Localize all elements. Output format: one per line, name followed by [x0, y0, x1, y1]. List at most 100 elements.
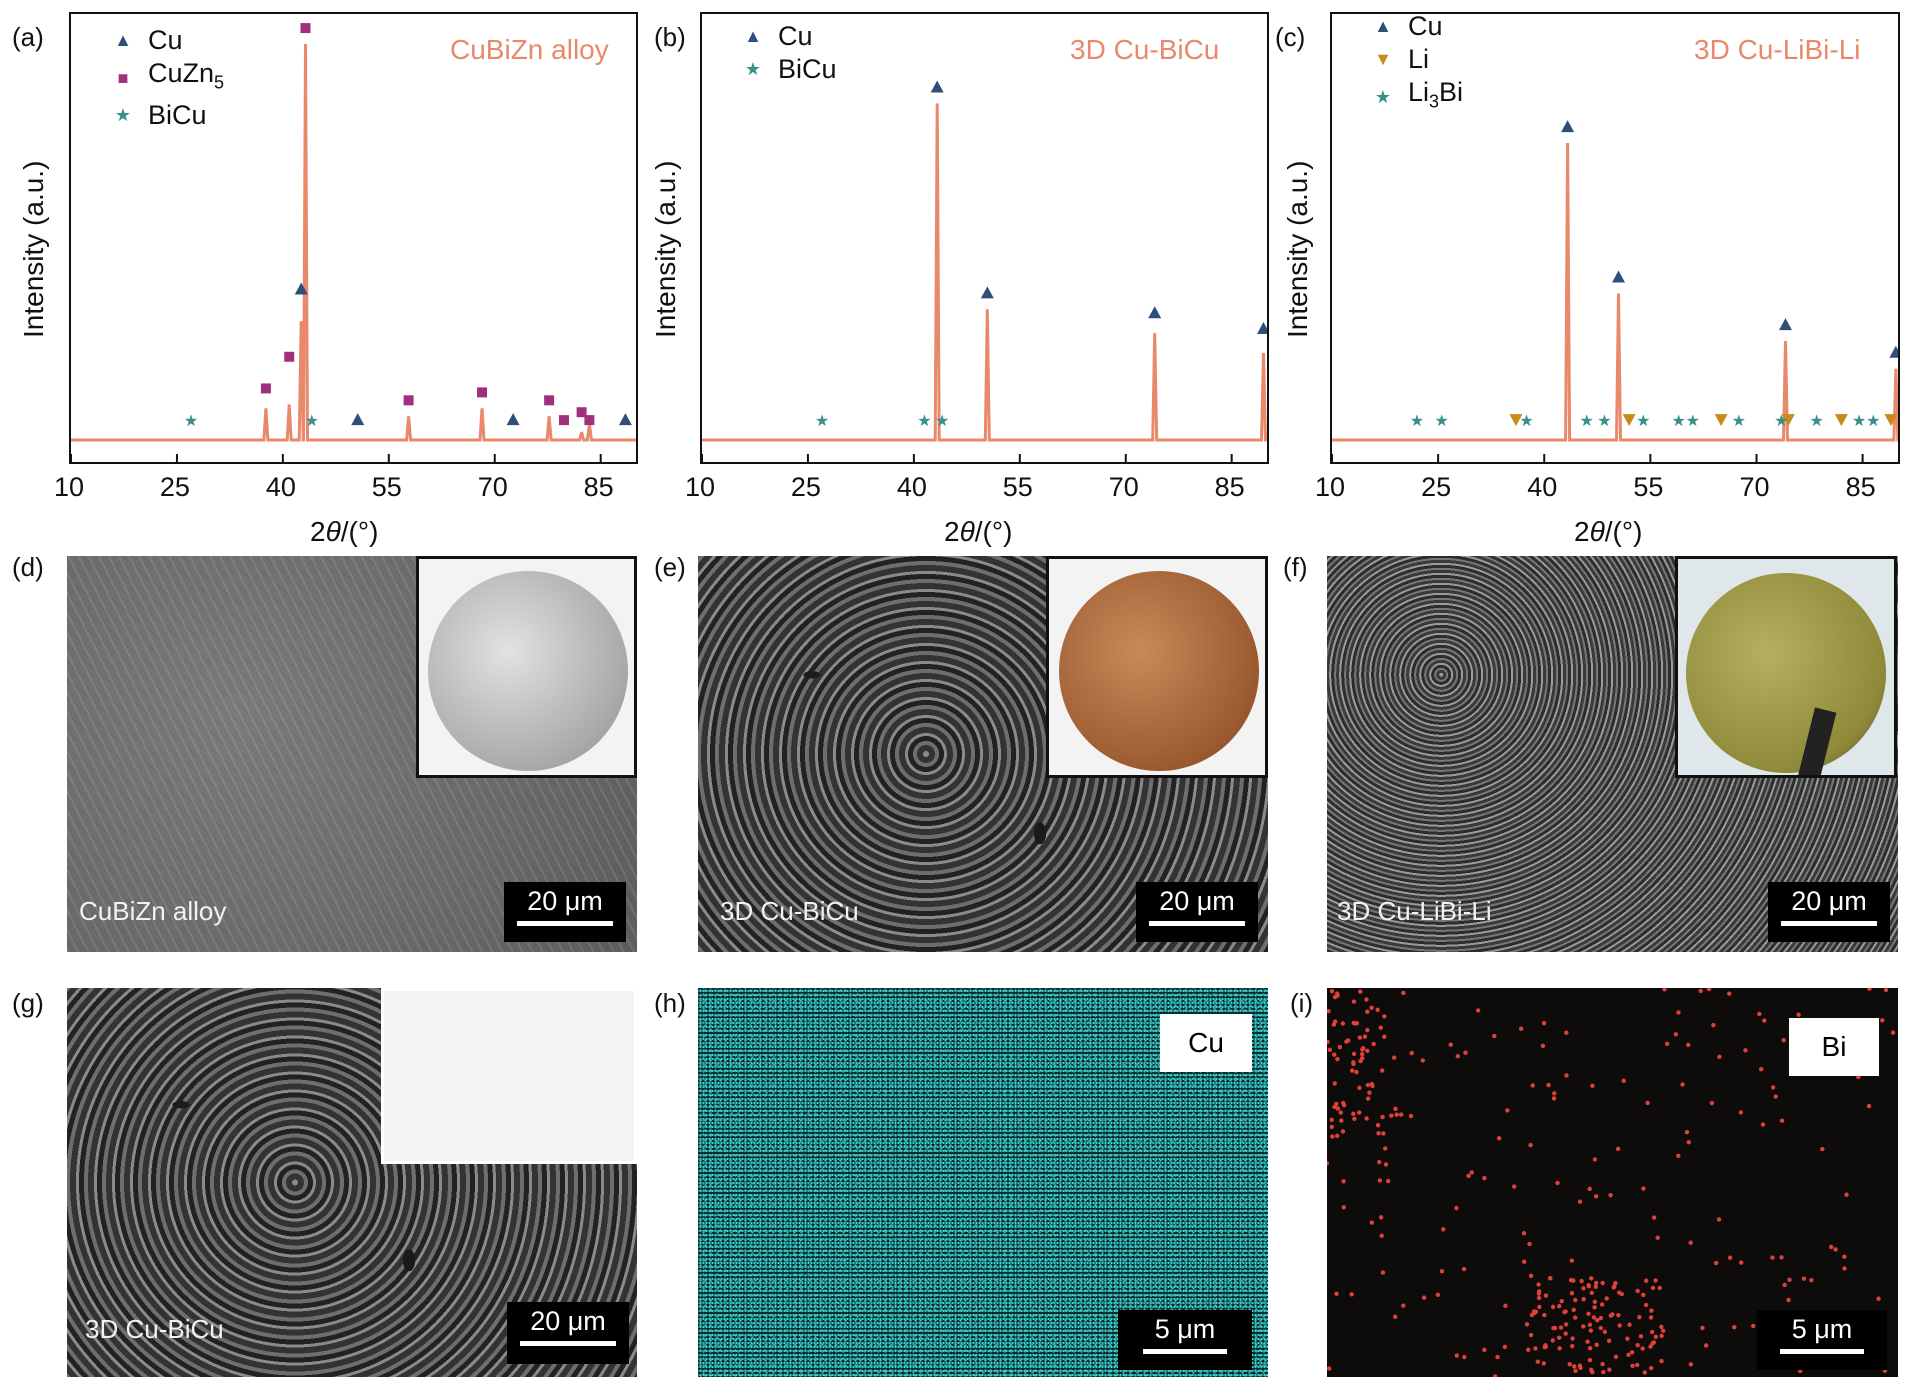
bi-signal-dot [1649, 1329, 1655, 1335]
bi-signal-dot [1648, 1365, 1654, 1371]
bi-signal-dot [1563, 1331, 1568, 1336]
x-tick-label: 55 [1633, 472, 1664, 502]
bi-signal-dot [1590, 1083, 1595, 1088]
bi-signal-dot [1786, 1297, 1791, 1303]
phase-marker-bicu: ★ [935, 413, 949, 430]
bi-signal-dot [1648, 1344, 1653, 1349]
legend-label-main: CuZn [148, 58, 215, 88]
bi-signal-dot [1349, 1068, 1355, 1073]
bi-signal-dot [1602, 1329, 1608, 1335]
x-tick-label: 10 [684, 472, 716, 502]
phase-marker-cuzn5 [260, 383, 271, 394]
bi-signal-dot [1376, 1131, 1381, 1136]
caption-d: CuBiZn alloy [79, 896, 227, 926]
bi-signal-dot [1512, 1184, 1517, 1189]
bi-signal-dot [1610, 1312, 1615, 1317]
x-tick-label: 55 [1002, 472, 1033, 502]
bi-signal-dot [1713, 1260, 1719, 1266]
bi-signal-dot [1581, 1286, 1586, 1291]
bi-signal-dot [1751, 1323, 1756, 1329]
x-tick-label: 40 [896, 472, 927, 502]
bi-signal-dot [1455, 1054, 1460, 1059]
bi-signal-dot [1352, 1116, 1357, 1122]
xrd-svg: ★ ★ ★ ★ ★ ★ ★ ★ ★ ★ ★ ★ ★ [1332, 120, 1898, 462]
bi-signal-dot [1327, 1047, 1333, 1053]
bi-signal-dot [1643, 1278, 1649, 1283]
bi-signal-dot [1334, 991, 1340, 996]
bi-signal-dot [1365, 1009, 1370, 1014]
bi-signal-dot [1711, 1022, 1716, 1028]
bi-signal-dot [1649, 1308, 1654, 1313]
bi-signal-dot [1364, 997, 1369, 1002]
bi-signal-dot [1341, 1179, 1346, 1184]
bi-signal-dot [1563, 1322, 1569, 1327]
caption-e: 3D Cu-BiCu [720, 896, 859, 926]
bi-signal-dot [1698, 988, 1703, 994]
bi-signal-dot [1555, 1180, 1560, 1186]
magnified-inset-g [381, 988, 637, 1164]
bi-signal-dot [1760, 1122, 1766, 1127]
bi-signal-dot [1638, 1334, 1644, 1339]
bi-signal-dot [1340, 1129, 1346, 1134]
bi-signal-dot [1533, 1346, 1538, 1351]
bi-signal-dot [1664, 1041, 1670, 1046]
bi-signal-dot [1393, 1106, 1398, 1112]
phase-marker-cu [1889, 345, 1898, 358]
bi-signal-dot [1629, 1350, 1635, 1355]
legend-label-main: Li [1408, 77, 1430, 107]
bi-signal-dot [1586, 1283, 1591, 1289]
bi-signal-dot [1842, 1266, 1847, 1271]
bi-signal-dot [1820, 1146, 1825, 1152]
bi-signal-dot [1866, 1103, 1872, 1109]
bi-signal-dot [1543, 1343, 1548, 1348]
bi-signal-dot [1492, 1374, 1498, 1377]
bi-signal-dot [1341, 1205, 1346, 1210]
bi-signal-dot [1662, 988, 1667, 992]
bi-signal-dot [1556, 1335, 1562, 1340]
x-tick-label: 10 [1314, 472, 1346, 502]
bi-signal-dot [1369, 1220, 1374, 1225]
phase-marker-li3bi: ★ [1809, 413, 1823, 430]
bi-signal-dot [1709, 1100, 1715, 1106]
bi-signal-dot [1332, 1104, 1337, 1110]
bi-signal-dot [1448, 1042, 1453, 1047]
bi-signal-dot [1587, 1322, 1593, 1327]
bi-signal-dot [1598, 1325, 1604, 1331]
bi-signal-dot [1842, 1254, 1847, 1259]
bi-signal-dot [1606, 1338, 1612, 1343]
phase-marker-cu [1148, 306, 1162, 319]
phase-marker-li3bi: ★ [1636, 413, 1650, 430]
bi-signal-dot [1358, 989, 1363, 994]
bi-signal-dot [1727, 1255, 1733, 1260]
phase-marker-li [1781, 414, 1795, 427]
legend-label-main: Cu [778, 21, 813, 51]
legend-marker-icon: ▲ [114, 30, 132, 50]
bi-signal-dot [1542, 1312, 1547, 1318]
bi-signal-dot [1890, 1030, 1896, 1035]
bi-signal-dot [1335, 1106, 1341, 1111]
bi-signal-dot [1588, 1276, 1594, 1281]
phase-marker-bicu: ★ [815, 413, 829, 430]
caption-g: 3D Cu-BiCu [85, 1314, 224, 1344]
xrd-svg: ★ ★ [71, 23, 636, 462]
bi-signal-dot [1619, 1291, 1624, 1297]
bi-signal-dot [1365, 1027, 1370, 1033]
bi-signal-dot [1773, 1094, 1778, 1099]
x-axis-label-b: 2θ/(°) [944, 516, 1013, 547]
bi-signal-dot [1379, 1068, 1385, 1073]
bi-signal-dot [1591, 1315, 1597, 1320]
phase-marker-cuzn5 [584, 415, 595, 426]
phase-marker-cu [930, 80, 944, 93]
bi-signal-dot [1635, 1343, 1640, 1348]
phase-marker-cu [351, 413, 365, 426]
panel-label-d: (d) [12, 552, 44, 582]
bi-signal-dot [1552, 1091, 1557, 1096]
bi-signal-dot [1598, 1315, 1604, 1321]
legend-marker-icon: ▼ [1374, 49, 1392, 69]
bi-signal-dot [1625, 1336, 1630, 1341]
bi-signal-dot [1401, 990, 1406, 996]
legend-marker-icon: ■ [117, 67, 129, 88]
xrd-pattern-line [1332, 142, 1898, 442]
bi-signal-dot [1564, 1073, 1569, 1078]
bi-signal-dot [1344, 1039, 1349, 1044]
